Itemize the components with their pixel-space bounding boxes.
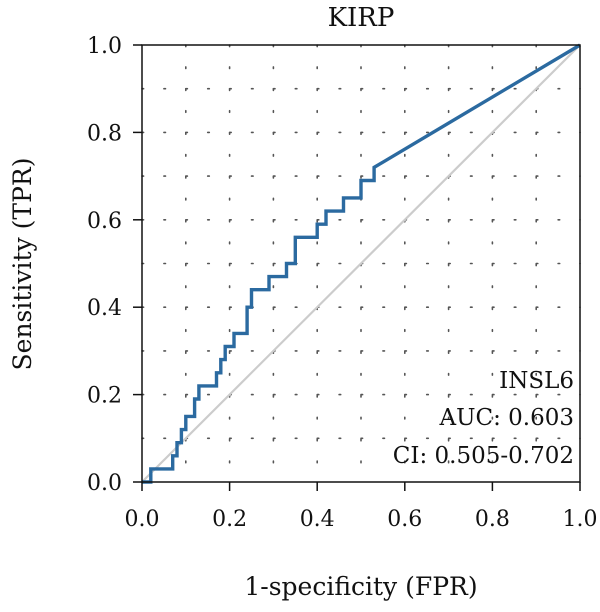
x-tick-label: 1.0	[563, 507, 598, 532]
x-tick-label: 0.6	[387, 507, 422, 532]
x-tick-label: 0.0	[125, 507, 160, 532]
y-axis-ticks: 0.0 0.2 0.4 0.6 0.8 1.0	[87, 34, 142, 496]
roc-curve	[142, 43, 581, 484]
x-axis-label: 1-specificity (FPR)	[244, 572, 477, 601]
y-tick-label: 0.4	[87, 296, 122, 321]
annotation-auc: AUC: 0.603	[439, 405, 575, 431]
annotations: INSL6 AUC: 0.603 CI: 0.505-0.702	[393, 368, 574, 469]
annotation-gene: INSL6	[499, 368, 574, 394]
roc-curve-layer	[142, 43, 581, 484]
x-tick-label: 0.2	[212, 507, 247, 532]
annotation-ci: CI: 0.505-0.702	[393, 443, 574, 469]
y-tick-label: 0.0	[87, 471, 122, 496]
chart-title: KIRP	[328, 3, 395, 33]
y-tick-label: 0.6	[87, 209, 122, 234]
y-tick-label: 0.2	[87, 384, 122, 409]
diagonal-reference-line	[141, 44, 581, 483]
y-axis-label: Sensitivity (TPR)	[8, 158, 37, 371]
y-tick-label: 1.0	[87, 34, 122, 59]
y-tick-label: 0.8	[87, 121, 122, 146]
x-axis-ticks: 0.0 0.2 0.4 0.6 0.8 1.0	[125, 482, 598, 532]
diagonal-reference-layer	[141, 44, 581, 483]
x-tick-label: 0.4	[300, 507, 335, 532]
x-tick-label: 0.8	[475, 507, 510, 532]
plot-frame	[141, 44, 581, 483]
